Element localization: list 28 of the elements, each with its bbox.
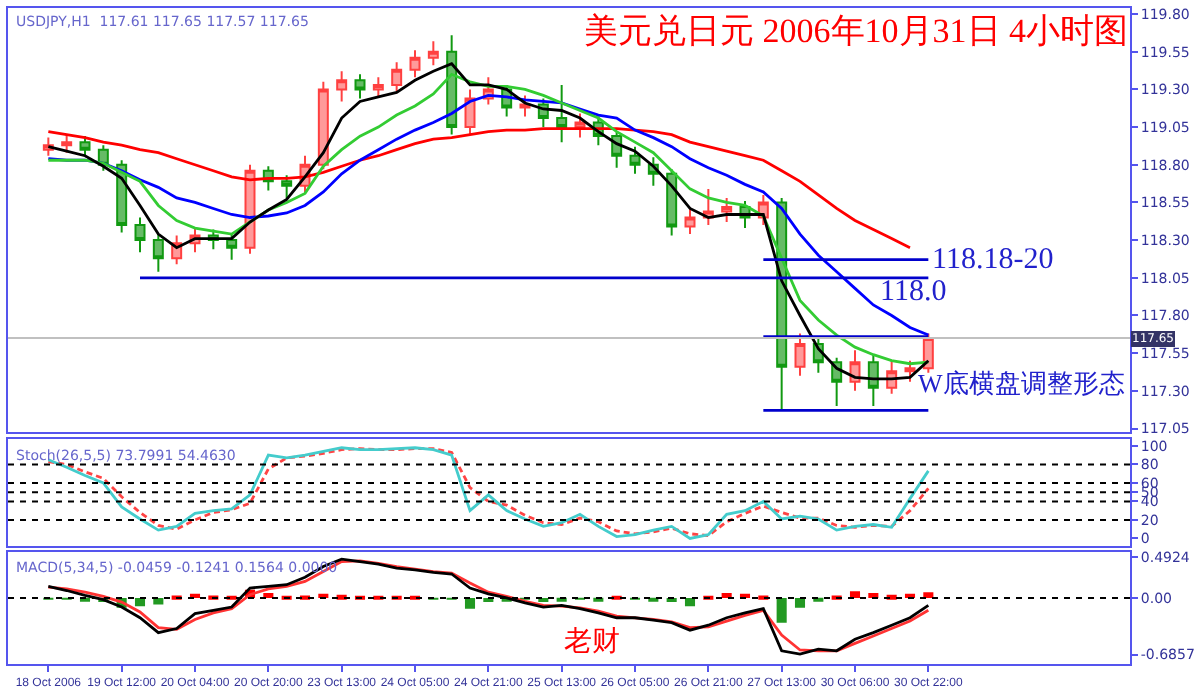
candlestick <box>666 168 678 237</box>
chart-title: 美元兑日元 2006年10月31日 4小时图 <box>584 12 1128 50</box>
candlestick <box>61 133 73 154</box>
candlestick <box>629 145 641 175</box>
annotation: W底横盘调整形态 <box>918 368 1125 398</box>
candlestick <box>372 76 384 98</box>
candlestick <box>391 61 403 92</box>
candlestick <box>794 332 806 377</box>
candlestick <box>79 135 91 157</box>
candlestick <box>684 205 696 236</box>
candlestick <box>721 196 733 224</box>
candlestick <box>464 88 476 136</box>
candlestick <box>354 73 366 100</box>
annotation: 118.18-20 <box>932 244 1054 276</box>
annotation: 118.0 <box>880 276 947 308</box>
candlestick <box>317 80 329 171</box>
candlestick <box>904 359 916 383</box>
candlestick <box>336 70 348 103</box>
line-series <box>46 127 912 250</box>
candlestick <box>867 353 879 407</box>
candlestick <box>427 40 439 67</box>
candlestick <box>134 216 146 254</box>
candlestick <box>226 233 238 261</box>
annotation: 老财 <box>564 626 620 658</box>
candlestick <box>409 49 421 79</box>
candlestick <box>152 233 164 273</box>
candlestick <box>556 83 568 144</box>
candlestick <box>281 174 293 199</box>
